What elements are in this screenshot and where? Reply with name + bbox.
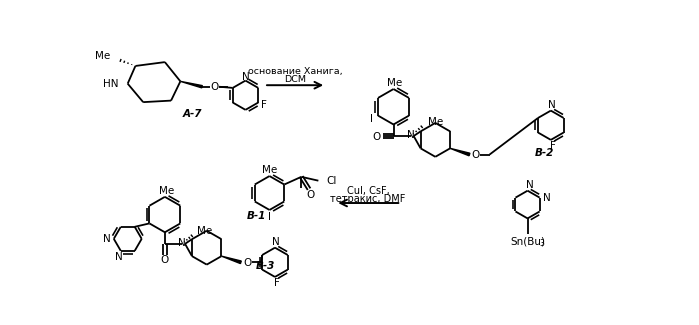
Text: Me: Me bbox=[262, 165, 277, 175]
Text: O: O bbox=[373, 132, 380, 142]
Text: B-3: B-3 bbox=[256, 261, 275, 271]
Polygon shape bbox=[450, 148, 470, 156]
Text: F: F bbox=[550, 141, 556, 151]
Polygon shape bbox=[222, 256, 241, 264]
Text: O: O bbox=[161, 255, 169, 265]
Text: N: N bbox=[272, 237, 280, 247]
Text: N: N bbox=[542, 193, 551, 202]
Text: F: F bbox=[261, 100, 267, 110]
Text: Cl: Cl bbox=[326, 176, 336, 186]
Text: Me: Me bbox=[428, 117, 443, 127]
Text: Me: Me bbox=[197, 227, 212, 237]
Text: DCM: DCM bbox=[284, 75, 306, 84]
Text: CuI, CsF,: CuI, CsF, bbox=[347, 186, 389, 196]
Text: F: F bbox=[274, 278, 280, 288]
Text: Me: Me bbox=[387, 78, 403, 88]
Text: N: N bbox=[115, 252, 122, 262]
Text: O: O bbox=[243, 258, 251, 268]
Text: N: N bbox=[178, 238, 186, 248]
Text: O: O bbox=[210, 82, 219, 92]
Text: основание Ханига,: основание Ханига, bbox=[247, 67, 343, 76]
Text: 3: 3 bbox=[539, 239, 544, 248]
Text: O: O bbox=[306, 189, 315, 200]
Text: I: I bbox=[370, 114, 373, 124]
Text: O: O bbox=[472, 150, 480, 160]
Text: A-7: A-7 bbox=[182, 110, 202, 120]
Text: N: N bbox=[407, 130, 415, 140]
Text: N: N bbox=[526, 180, 534, 190]
Text: B-1: B-1 bbox=[247, 211, 266, 221]
Text: Me: Me bbox=[95, 51, 110, 61]
Text: N: N bbox=[243, 72, 250, 82]
Text: Me: Me bbox=[159, 186, 174, 196]
Text: N: N bbox=[103, 234, 110, 244]
Text: B-2: B-2 bbox=[535, 148, 554, 158]
Text: N: N bbox=[548, 100, 556, 110]
Text: Sn(Bu): Sn(Bu) bbox=[510, 237, 545, 246]
Text: I: I bbox=[268, 212, 271, 222]
Text: тетракис, DMF: тетракис, DMF bbox=[330, 194, 405, 204]
Polygon shape bbox=[180, 81, 202, 88]
Text: HN: HN bbox=[103, 79, 118, 89]
